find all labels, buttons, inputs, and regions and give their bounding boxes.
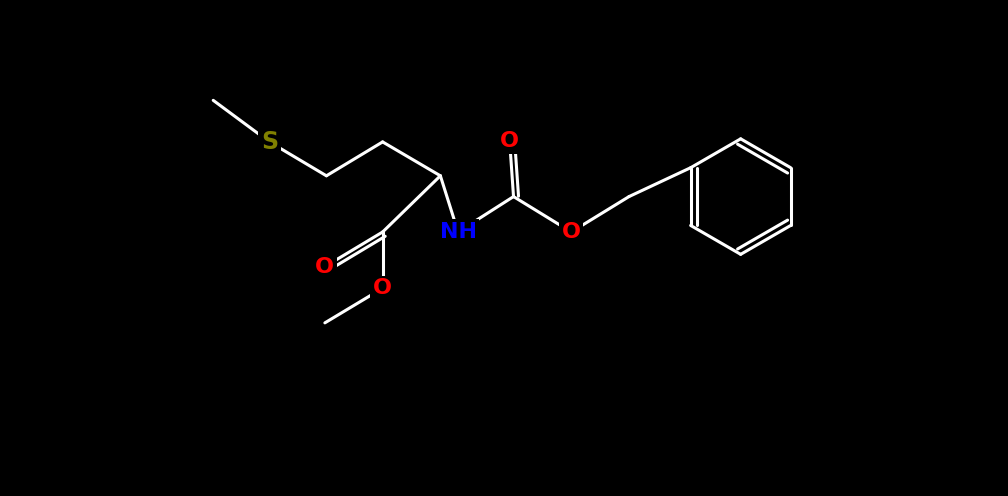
- Text: O: O: [316, 256, 335, 277]
- Text: O: O: [373, 278, 392, 298]
- Text: O: O: [500, 131, 519, 151]
- Text: S: S: [261, 130, 278, 154]
- Text: NH: NH: [439, 222, 477, 242]
- Text: O: O: [561, 222, 581, 242]
